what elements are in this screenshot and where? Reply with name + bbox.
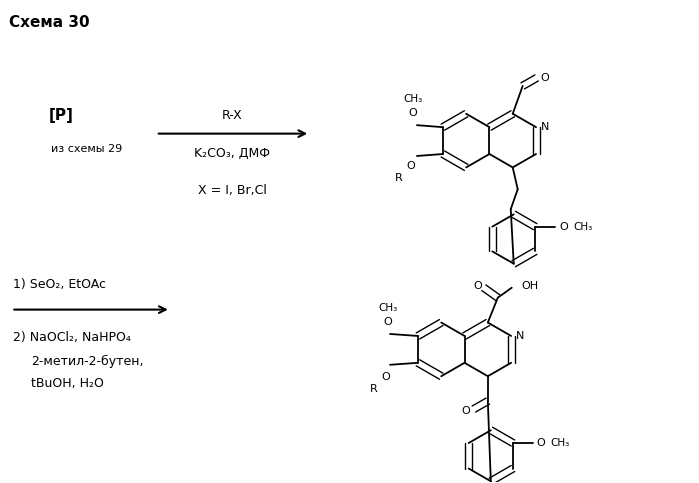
Text: CH₃: CH₃	[378, 303, 398, 313]
Text: O: O	[559, 222, 568, 232]
Text: CH₃: CH₃	[551, 438, 570, 448]
Text: tBuOH, H₂O: tBuOH, H₂O	[31, 377, 104, 390]
Text: Схема 30: Схема 30	[9, 15, 90, 30]
Text: O: O	[384, 317, 392, 327]
Text: 2-метил-2-бутен,: 2-метил-2-бутен,	[31, 355, 144, 368]
Text: R: R	[395, 173, 403, 183]
Text: O: O	[382, 372, 391, 382]
Text: O: O	[537, 438, 546, 448]
Text: 1) SeO₂, EtOAc: 1) SeO₂, EtOAc	[13, 278, 106, 291]
Text: [P]: [P]	[49, 108, 73, 123]
Text: K₂CO₃, ДМФ: K₂CO₃, ДМФ	[194, 147, 271, 160]
Text: O: O	[461, 406, 470, 416]
Text: O: O	[540, 73, 549, 83]
Text: O: O	[409, 108, 417, 118]
Text: 2) NaOCl₂, NaHPO₄: 2) NaOCl₂, NaHPO₄	[13, 331, 131, 344]
Text: OH: OH	[521, 281, 539, 291]
Text: O: O	[473, 281, 482, 291]
Text: из схемы 29: из схемы 29	[51, 143, 122, 154]
Text: R: R	[370, 384, 378, 394]
Text: CH₃: CH₃	[573, 222, 592, 232]
Text: N: N	[516, 331, 524, 341]
Text: O: O	[407, 161, 415, 171]
Text: CH₃: CH₃	[403, 94, 423, 104]
Text: X = I, Br,Cl: X = I, Br,Cl	[198, 184, 267, 197]
Text: R-X: R-X	[222, 109, 243, 122]
Text: N: N	[541, 122, 549, 132]
